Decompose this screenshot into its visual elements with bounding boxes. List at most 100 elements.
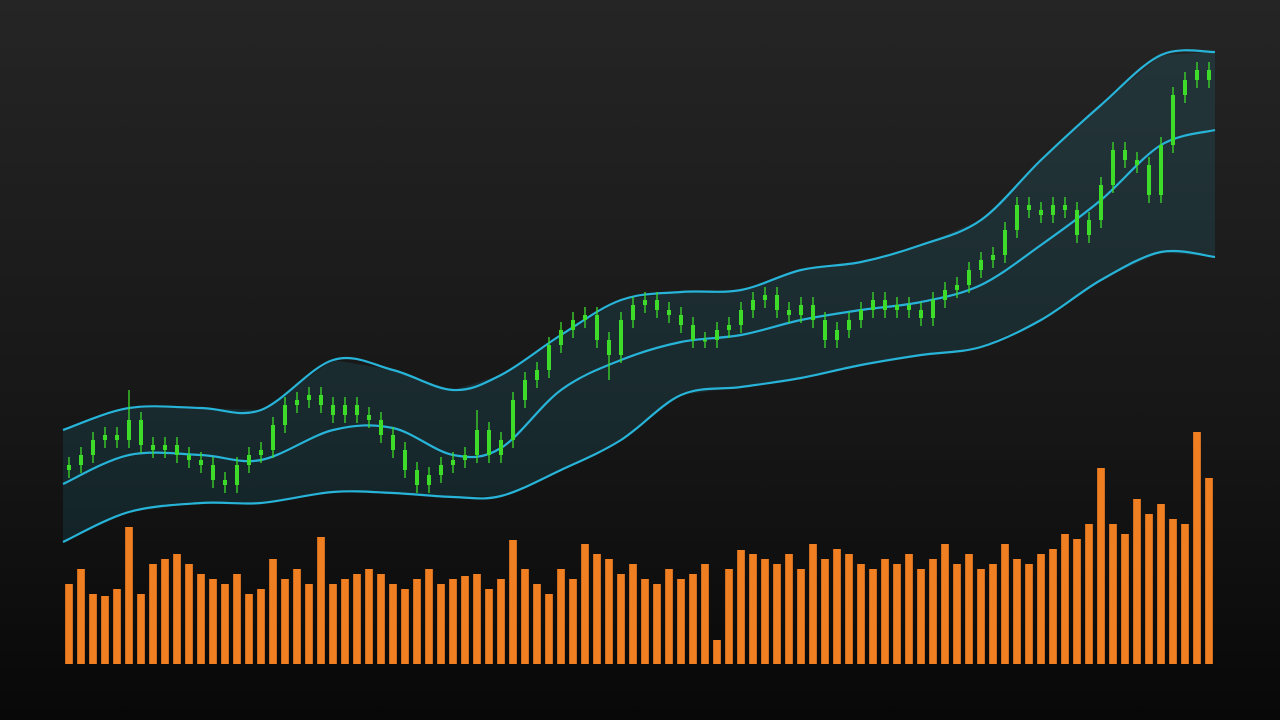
volume-bar <box>137 594 145 664</box>
volume-bar <box>89 594 97 664</box>
volume-bar <box>1097 468 1105 664</box>
volume-bar <box>569 579 577 664</box>
volume-bar <box>581 544 589 664</box>
candle-body <box>319 395 323 405</box>
candle-body <box>379 420 383 435</box>
volume-bar <box>557 569 565 664</box>
candle-body <box>403 450 407 470</box>
candle-body <box>223 480 227 485</box>
candle-body <box>655 300 659 310</box>
candle-body <box>1123 150 1127 160</box>
candle-body <box>955 285 959 290</box>
candle-body <box>283 405 287 425</box>
volume-bar <box>713 640 721 664</box>
candle-body <box>919 310 923 318</box>
candle-body <box>343 405 347 415</box>
volume-bar <box>797 569 805 664</box>
candle-body <box>931 300 935 318</box>
volume-bar <box>833 549 841 664</box>
volume-bar <box>1001 544 1009 664</box>
candle-body <box>619 320 623 355</box>
volume-bar <box>881 559 889 664</box>
candle-body <box>163 445 167 450</box>
volume-bar <box>1145 514 1153 664</box>
volume-bar <box>293 569 301 664</box>
candle-body <box>871 300 875 310</box>
candle-body <box>499 440 503 455</box>
volume-bar <box>1157 504 1165 664</box>
candle-body <box>1183 80 1187 95</box>
candle-body <box>715 330 719 340</box>
candle-body <box>1111 150 1115 185</box>
candle-body <box>1039 210 1043 215</box>
volume-bar <box>473 574 481 664</box>
volume-bar <box>809 544 817 664</box>
volume-bar <box>821 559 829 664</box>
volume-bar <box>749 554 757 664</box>
volume-bar <box>869 569 877 664</box>
candle-body <box>1195 70 1199 80</box>
volume-bar <box>113 589 121 664</box>
candle-body <box>331 405 335 415</box>
volume-bar <box>725 569 733 664</box>
candle-body <box>571 320 575 330</box>
volume-bar <box>161 559 169 664</box>
volume-bar <box>701 564 709 664</box>
volume-bar <box>329 584 337 664</box>
volume-bar <box>413 579 421 664</box>
candle-body <box>391 435 395 450</box>
candle-body <box>811 305 815 320</box>
volume-bar <box>497 579 505 664</box>
candle-body <box>1147 165 1151 195</box>
candle-body <box>607 340 611 355</box>
candle-body <box>823 320 827 340</box>
volume-bar <box>197 574 205 664</box>
candle-body <box>1171 95 1175 145</box>
volume-bar <box>77 569 85 664</box>
candle-body <box>151 445 155 450</box>
volume-bar <box>101 596 109 664</box>
volume-bar <box>989 564 997 664</box>
candle-body <box>583 315 587 320</box>
volume-bar <box>1109 524 1117 664</box>
candle-body <box>739 310 743 325</box>
volume-bar <box>617 574 625 664</box>
candle-body <box>991 255 995 260</box>
volume-bar <box>185 564 193 664</box>
volume-bar <box>461 576 469 664</box>
volume-bar <box>593 554 601 664</box>
volume-bar <box>125 527 133 664</box>
candle-body <box>691 325 695 340</box>
volume-bar <box>1025 564 1033 664</box>
volume-bar <box>677 579 685 664</box>
volume-bar <box>953 564 961 664</box>
volume-bar <box>257 589 265 664</box>
volume-bar <box>233 574 241 664</box>
candle-body <box>559 330 563 345</box>
volume-bar <box>605 559 613 664</box>
volume-bar <box>149 564 157 664</box>
candle-body <box>847 320 851 330</box>
volume-bar <box>773 564 781 664</box>
candle-body <box>355 405 359 415</box>
candle-body <box>211 465 215 480</box>
band-line <box>62 128 1216 486</box>
candle-body <box>127 420 131 440</box>
volume-bar <box>209 579 217 664</box>
candle-body <box>139 420 143 445</box>
volume-bar <box>1205 478 1213 664</box>
volume-bar <box>1013 559 1021 664</box>
candle-body <box>1015 205 1019 230</box>
volume-bar <box>533 584 541 664</box>
candle-body <box>91 440 95 455</box>
volume-bar <box>389 584 397 664</box>
candle-body <box>595 315 599 340</box>
candle-body <box>979 260 983 270</box>
candle-body <box>487 430 491 455</box>
candle-body <box>1159 145 1163 195</box>
volume-bar <box>1073 539 1081 664</box>
candle-body <box>463 455 467 460</box>
candle-body <box>235 465 239 485</box>
candle-body <box>187 455 191 460</box>
volume-bar <box>1121 534 1129 664</box>
